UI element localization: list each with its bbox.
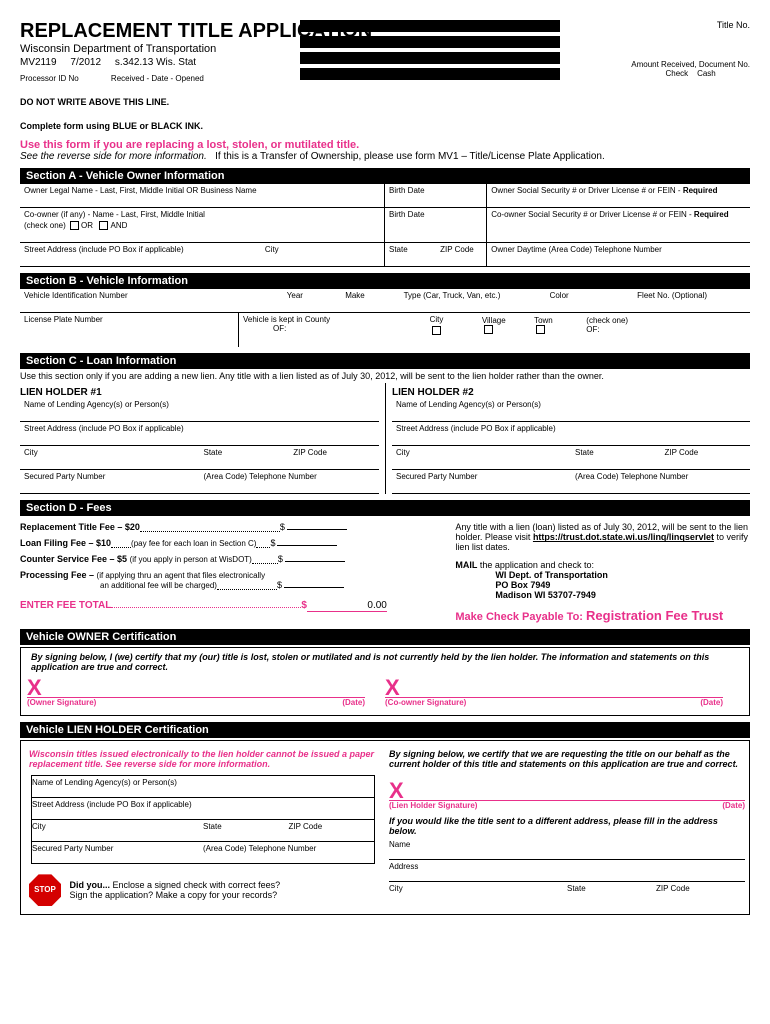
- lien-cert-header: Vehicle LIEN HOLDER Certification: [20, 722, 750, 738]
- section-d-header: Section D - Fees: [20, 500, 750, 516]
- lien1-address[interactable]: Street Address (include PO Box if applic…: [20, 422, 379, 445]
- vin-row: Vehicle Identification Number Year Make …: [20, 289, 750, 313]
- fee1-input[interactable]: [287, 529, 347, 530]
- lc-city[interactable]: City: [32, 822, 203, 831]
- make-field[interactable]: Make: [341, 289, 399, 312]
- diff-state[interactable]: State: [567, 884, 656, 893]
- lien2-state[interactable]: State: [571, 446, 661, 469]
- lien-signature[interactable]: X: [389, 785, 745, 801]
- lien2-agency[interactable]: Name of Lending Agency(s) or Person(s): [392, 398, 750, 421]
- lc-address[interactable]: Street Address (include PO Box if applic…: [32, 800, 374, 809]
- section-c-header: Section C - Loan Information: [20, 353, 750, 369]
- co-birth-date-field[interactable]: Birth Date: [385, 208, 487, 242]
- lc-secured[interactable]: Secured Party Number: [32, 844, 203, 853]
- lien2-secured[interactable]: Secured Party Number: [392, 470, 571, 493]
- diff-zip[interactable]: ZIP Code: [656, 884, 745, 893]
- owner-name-field[interactable]: Owner Legal Name - Last, First, Middle I…: [20, 184, 385, 207]
- section-c-note: Use this section only if you are adding …: [20, 369, 750, 383]
- lien-cert-left: Wisconsin titles issued electronically t…: [21, 741, 385, 914]
- phone-field[interactable]: Owner Daytime (Area Code) Telephone Numb…: [487, 243, 750, 266]
- stop-icon: STOP: [29, 874, 61, 906]
- town-checkbox[interactable]: [536, 325, 545, 334]
- owner-row: Owner Legal Name - Last, First, Middle I…: [20, 184, 750, 208]
- coowner-row: Co-owner (if any) - Name - Last, First, …: [20, 208, 750, 243]
- type-field[interactable]: Type (Car, Truck, Van, etc.): [400, 289, 546, 312]
- fee2-input[interactable]: [277, 545, 337, 546]
- lien1-secured[interactable]: Secured Party Number: [20, 470, 200, 493]
- coowner-name-field[interactable]: Co-owner (if any) - Name - Last, First, …: [20, 208, 385, 242]
- state-field[interactable]: State: [385, 243, 436, 266]
- year-field[interactable]: Year: [283, 289, 341, 312]
- birth-date-field[interactable]: Birth Date: [385, 184, 487, 207]
- redaction-bars: [300, 20, 560, 84]
- and-checkbox[interactable]: [99, 221, 108, 230]
- title-no-label: Title No.: [717, 20, 750, 30]
- fee4-input[interactable]: [284, 587, 344, 588]
- lien-cert-box: Wisconsin titles issued electronically t…: [20, 740, 750, 915]
- diff-city[interactable]: City: [389, 884, 567, 893]
- plate-field[interactable]: License Plate Number: [20, 313, 239, 347]
- address-field[interactable]: Street Address (include PO Box if applic…: [20, 243, 261, 266]
- lc-agency[interactable]: Name of Lending Agency(s) or Person(s): [32, 778, 374, 787]
- warn1: DO NOT WRITE ABOVE THIS LINE.: [20, 97, 750, 107]
- village-checkbox[interactable]: [484, 325, 493, 334]
- lien1-tel[interactable]: (Area Code) Telephone Number: [200, 470, 380, 493]
- zip-field[interactable]: ZIP Code: [436, 243, 487, 266]
- warn2: Complete form using BLUE or BLACK INK.: [20, 121, 750, 131]
- city-checkbox[interactable]: [432, 326, 441, 335]
- lc-tel[interactable]: (Area Code) Telephone Number: [203, 844, 374, 853]
- owner-cert-header: Vehicle OWNER Certification: [20, 629, 750, 645]
- color-field[interactable]: Color: [546, 289, 634, 312]
- fees-left: Replacement Title Fee – $20$ Loan Filing…: [20, 522, 443, 623]
- amount-labels: Amount Received, Document No. Check Cash: [631, 60, 750, 78]
- header: REPLACEMENT TITLE APPLICATION Wisconsin …: [20, 20, 750, 83]
- lien1-agency[interactable]: Name of Lending Agency(s) or Person(s): [20, 398, 379, 421]
- pink-sub: See the reverse side for more informatio…: [20, 151, 750, 162]
- owner-signature[interactable]: X: [27, 682, 365, 698]
- lien-holder-2: LIEN HOLDER #2 Name of Lending Agency(s)…: [385, 383, 750, 494]
- lien2-address[interactable]: Street Address (include PO Box if applic…: [392, 422, 750, 445]
- coowner-signature[interactable]: X: [385, 682, 723, 698]
- ssn-field[interactable]: Owner Social Security # or Driver Licens…: [487, 184, 750, 207]
- diff-name[interactable]: Name: [389, 840, 745, 849]
- lien2-tel[interactable]: (Area Code) Telephone Number: [571, 470, 750, 493]
- diff-address[interactable]: Address: [389, 862, 745, 871]
- lien1-city[interactable]: City: [20, 446, 200, 469]
- lien2-zip[interactable]: ZIP Code: [661, 446, 751, 469]
- section-a-header: Section A - Vehicle Owner Information: [20, 168, 750, 184]
- fee-total[interactable]: 0.00: [307, 600, 387, 612]
- lc-state[interactable]: State: [203, 822, 289, 831]
- lien-cert-right: By signing below, we certify that we are…: [385, 741, 749, 914]
- lc-zip[interactable]: ZIP Code: [289, 822, 375, 831]
- section-b-header: Section B - Vehicle Information: [20, 273, 750, 289]
- lien-holder-1: LIEN HOLDER #1 Name of Lending Agency(s)…: [20, 383, 385, 494]
- location-checks: City Village Town (check one)OF:: [400, 313, 750, 347]
- owner-sig-row: X (Owner Signature)(Date) X (Co-owner Si…: [21, 682, 749, 715]
- lien1-zip[interactable]: ZIP Code: [289, 446, 379, 469]
- page: REPLACEMENT TITLE APPLICATION Wisconsin …: [0, 0, 770, 935]
- pink-heading: Use this form if you are replacing a los…: [20, 139, 750, 151]
- lien1-state[interactable]: State: [200, 446, 290, 469]
- or-checkbox[interactable]: [70, 221, 79, 230]
- plate-row: License Plate Number Vehicle is kept in …: [20, 313, 750, 347]
- did-you-text: Did you... Enclose a signed check with c…: [70, 880, 281, 900]
- fees-right: Any title with a lien (loan) listed as o…: [443, 522, 750, 623]
- fee3-input[interactable]: [285, 561, 345, 562]
- fees-section: Replacement Title Fee – $20$ Loan Filing…: [20, 522, 750, 623]
- address-row: Street Address (include PO Box if applic…: [20, 243, 750, 267]
- co-ssn-field[interactable]: Co-owner Social Security # or Driver Lic…: [487, 208, 750, 242]
- fleet-field[interactable]: Fleet No. (Optional): [633, 289, 750, 312]
- vin-field[interactable]: Vehicle Identification Number: [20, 289, 283, 312]
- county-field[interactable]: Vehicle is kept in County OF:: [239, 313, 400, 347]
- lien-holders: LIEN HOLDER #1 Name of Lending Agency(s)…: [20, 383, 750, 494]
- owner-cert-box: By signing below, I (we) certify that my…: [20, 647, 750, 716]
- city-field[interactable]: City: [261, 243, 385, 266]
- lien2-city[interactable]: City: [392, 446, 571, 469]
